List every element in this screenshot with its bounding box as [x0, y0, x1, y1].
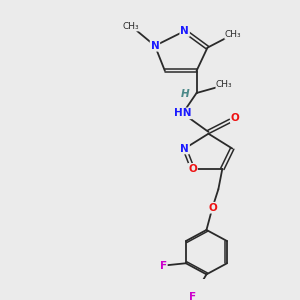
- Text: H: H: [180, 89, 189, 99]
- Text: N: N: [151, 41, 159, 51]
- Text: N: N: [180, 26, 189, 36]
- Text: O: O: [188, 164, 197, 174]
- Text: CH₃: CH₃: [216, 80, 232, 89]
- Text: CH₃: CH₃: [123, 22, 140, 31]
- Text: O: O: [208, 203, 217, 213]
- Text: N: N: [180, 143, 189, 154]
- Text: HN: HN: [174, 108, 191, 118]
- Text: F: F: [189, 292, 196, 300]
- Text: O: O: [231, 113, 240, 123]
- Text: F: F: [160, 261, 167, 271]
- Text: CH₃: CH₃: [225, 30, 242, 39]
